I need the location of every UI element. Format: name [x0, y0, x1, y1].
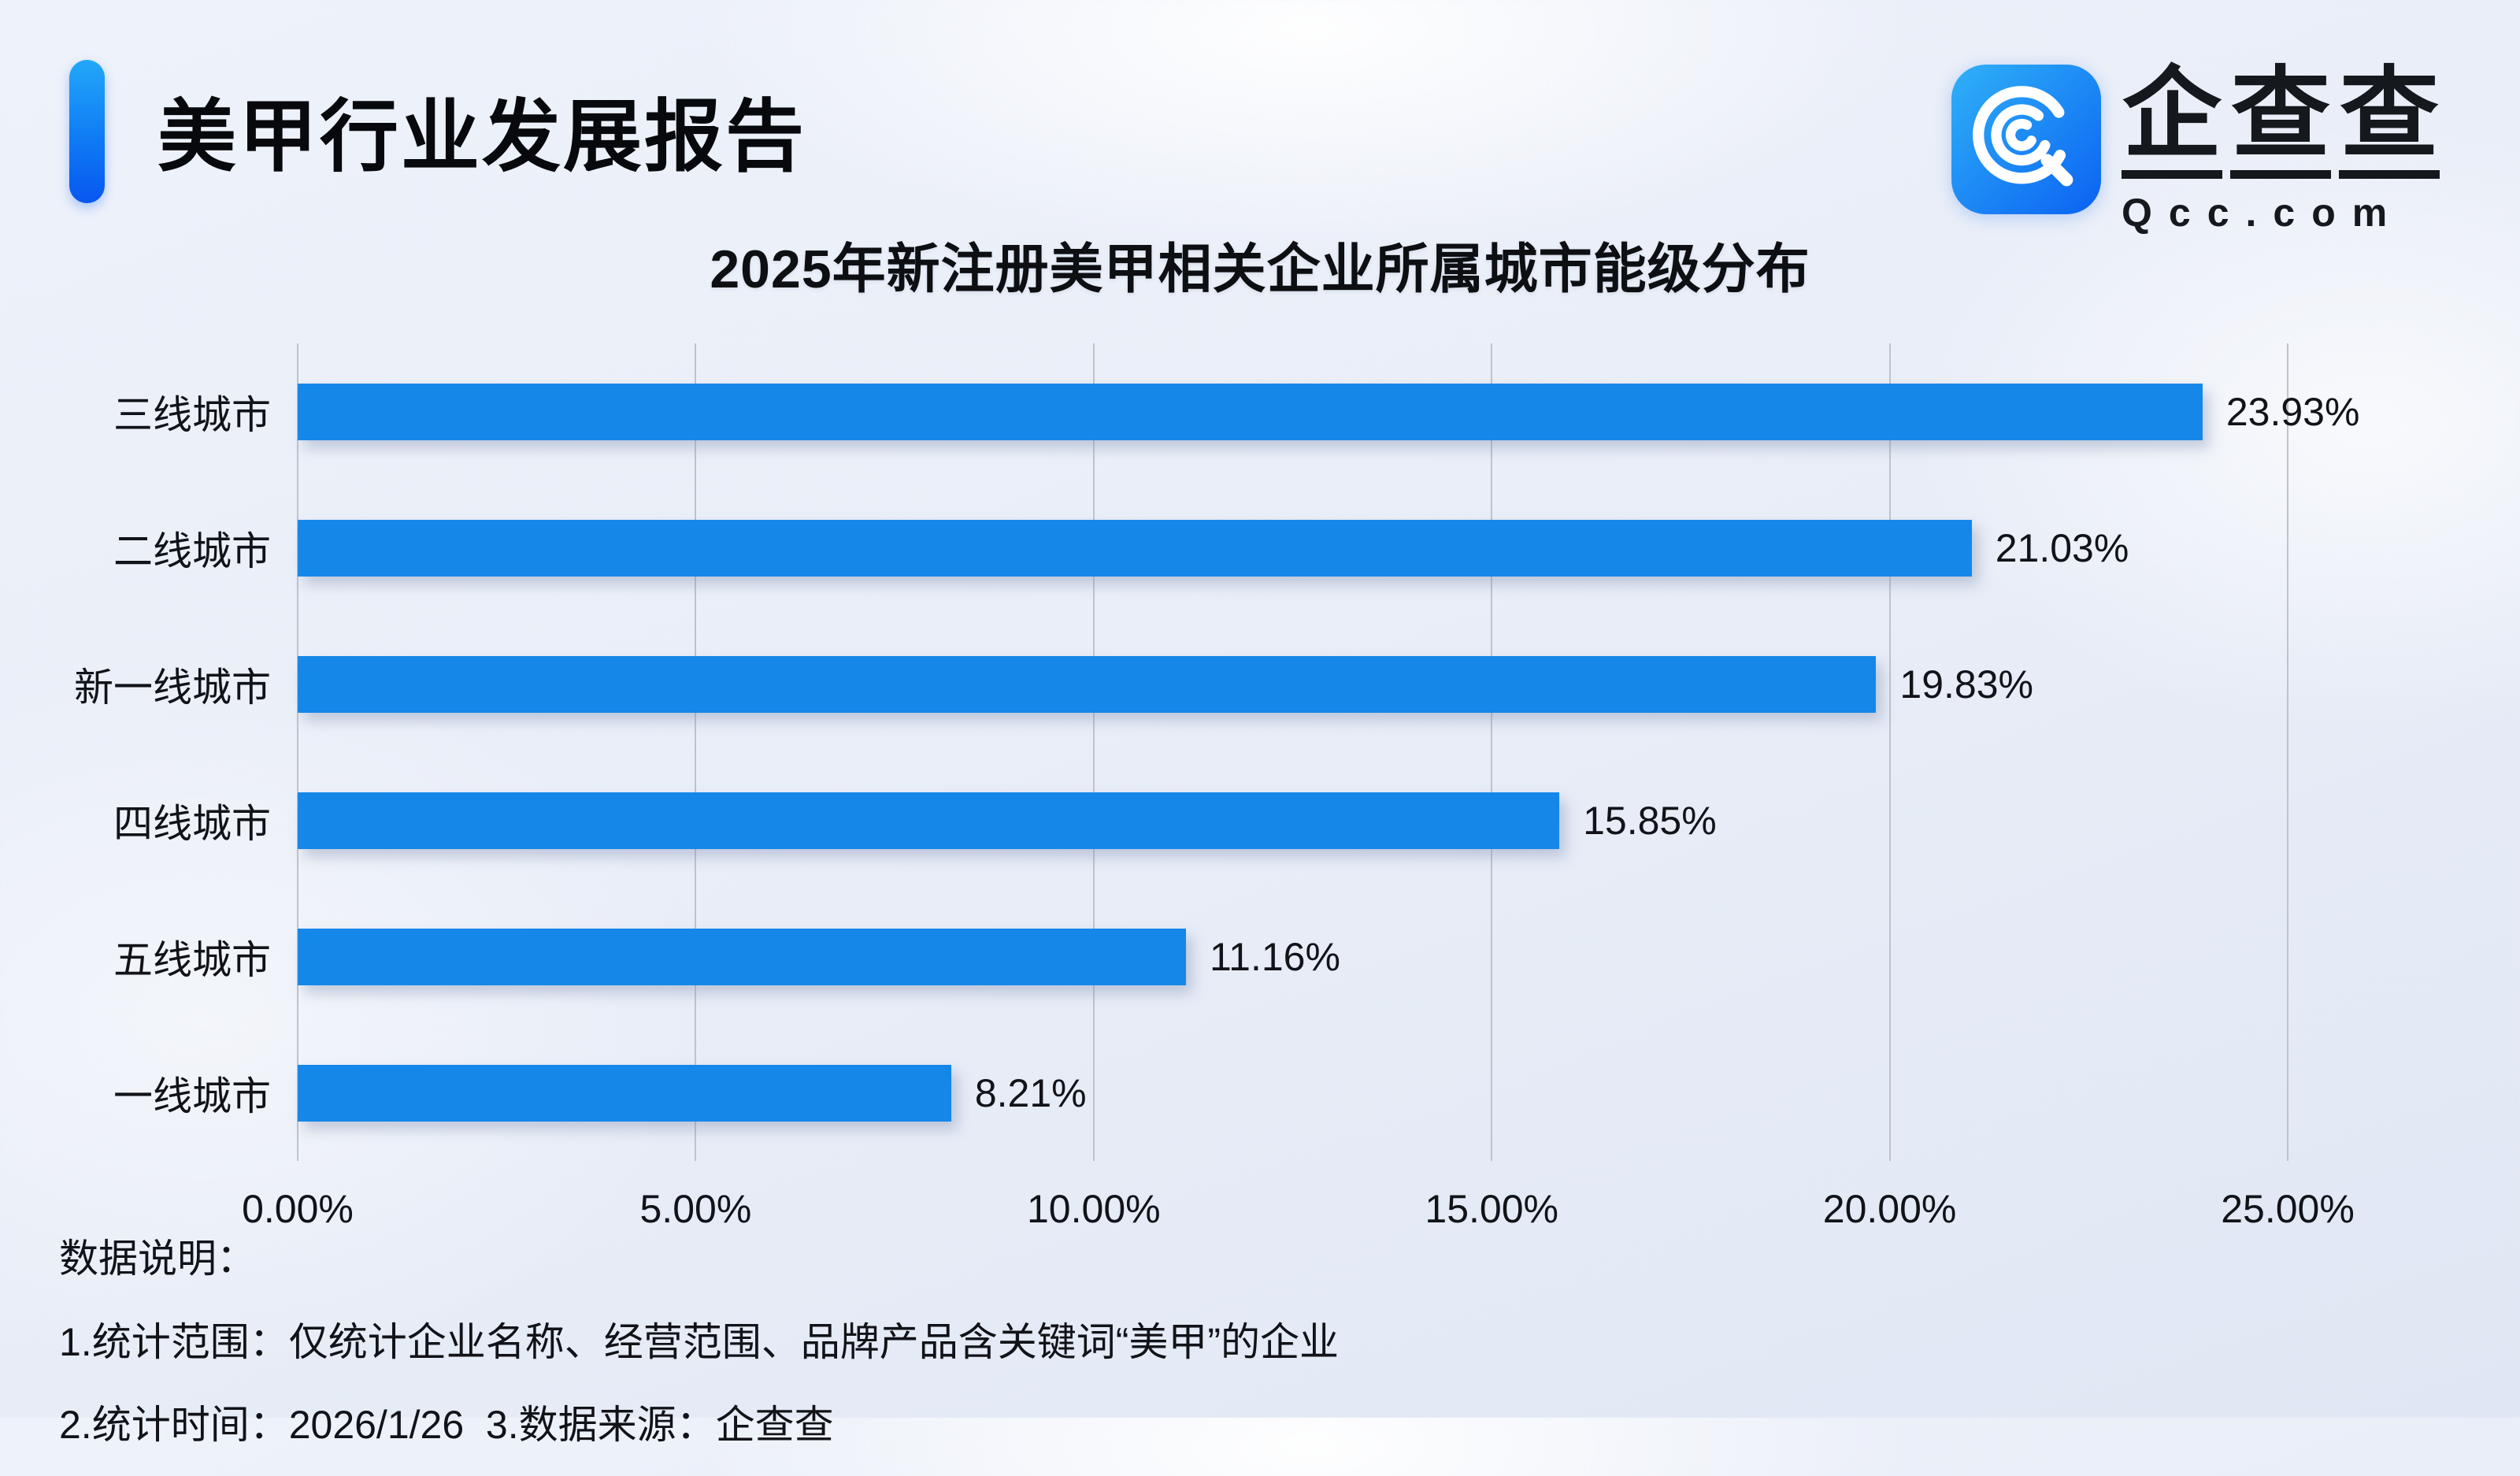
footnote-line: 2.统计时间：2026/1/26 3.数据来源：企查查: [59, 1403, 834, 1447]
bar: [298, 383, 2203, 440]
value-label: 11.16%: [1210, 934, 1340, 979]
gridline: [1092, 343, 1095, 1161]
value-label: 15.85%: [1583, 798, 1717, 843]
logo-brand-cn-char: 查: [2339, 65, 2440, 179]
footnote-lines: 1.统计范围：仅统计企业名称、经营范围、品牌产品含关键词“美甲”的企业 2.统计时…: [59, 1311, 1339, 1450]
gridline: [1491, 343, 1493, 1161]
gridline: [297, 343, 298, 1161]
chart-row: 四线城市 15.85%: [113, 752, 2288, 888]
bar: [298, 928, 1187, 985]
value-label: 19.83%: [1899, 662, 2033, 706]
chart-row: 五线城市 11.16%: [113, 888, 2288, 1025]
category-label: 新一线城市: [74, 665, 271, 710]
logo-brand-en: Qcc.com: [2122, 191, 2404, 235]
x-axis-tick-label: 0.00%: [242, 1187, 354, 1231]
chart-title: 2025年新注册美甲相关企业所属城市能级分布: [710, 239, 1810, 299]
x-axis-tick-label: 20.00%: [1822, 1187, 1957, 1231]
chart-row: 新一线城市 19.83%: [74, 616, 2288, 752]
category-label: 三线城市: [113, 392, 271, 437]
category-label: 四线城市: [113, 801, 271, 846]
bar: [298, 1064, 951, 1122]
logo-brand-cn-char: 查: [2230, 65, 2331, 179]
chart-row: 一线城市 8.21%: [113, 1025, 2288, 1161]
gridline: [2287, 343, 2288, 1161]
value-label: 23.93%: [2225, 389, 2360, 434]
page-title: 美甲行业发展报告: [158, 93, 806, 181]
header-accent-bar: [69, 60, 105, 203]
footnotes-heading: 数据说明：: [59, 1237, 256, 1281]
x-axis: 0.00% 5.00% 10.00% 15.00% 20.00% 25.00%: [242, 1186, 2355, 1233]
qcc-logo: 企查查 Qcc.com: [1951, 65, 2440, 235]
gridline: [1888, 343, 1891, 1161]
logo-brand-cn: 企查查: [2122, 65, 2440, 179]
category-label: 二线城市: [113, 528, 271, 573]
qcc-logo-icon: [1951, 65, 2101, 214]
plot-area: 三线城市 23.93% 二线城市 21.03% 新一线城市 19.83% 四线城市 15.85…: [74, 343, 2359, 1161]
bar: [298, 655, 1877, 713]
gridline: [695, 343, 697, 1161]
x-axis-tick-label: 10.00%: [1027, 1187, 1161, 1231]
x-axis-tick-label: 5.00%: [639, 1187, 752, 1231]
bar: [298, 792, 1560, 849]
category-label: 五线城市: [113, 937, 271, 982]
logo-text: 企查查 Qcc.com: [2122, 65, 2440, 235]
x-axis-tick-label: 25.00%: [2221, 1187, 2355, 1231]
logo-brand-cn-char: 企: [2122, 65, 2222, 179]
value-label: 8.21%: [974, 1070, 1087, 1115]
chart-row: 二线城市 21.03%: [113, 480, 2288, 616]
footnote-line: 1.统计范围：仅统计企业名称、经营范围、品牌产品含关键词“美甲”的企业: [59, 1320, 1339, 1364]
bar: [298, 519, 1972, 577]
value-label: 21.03%: [1995, 525, 2129, 570]
category-label: 一线城市: [113, 1074, 271, 1118]
chart-row: 三线城市 23.93%: [113, 343, 2359, 480]
x-axis-tick-label: 15.00%: [1425, 1187, 1558, 1231]
footnotes: 数据说明： 1.统计范围：仅统计企业名称、经营范围、品牌产品含关键词“美甲”的企…: [59, 1227, 1339, 1476]
